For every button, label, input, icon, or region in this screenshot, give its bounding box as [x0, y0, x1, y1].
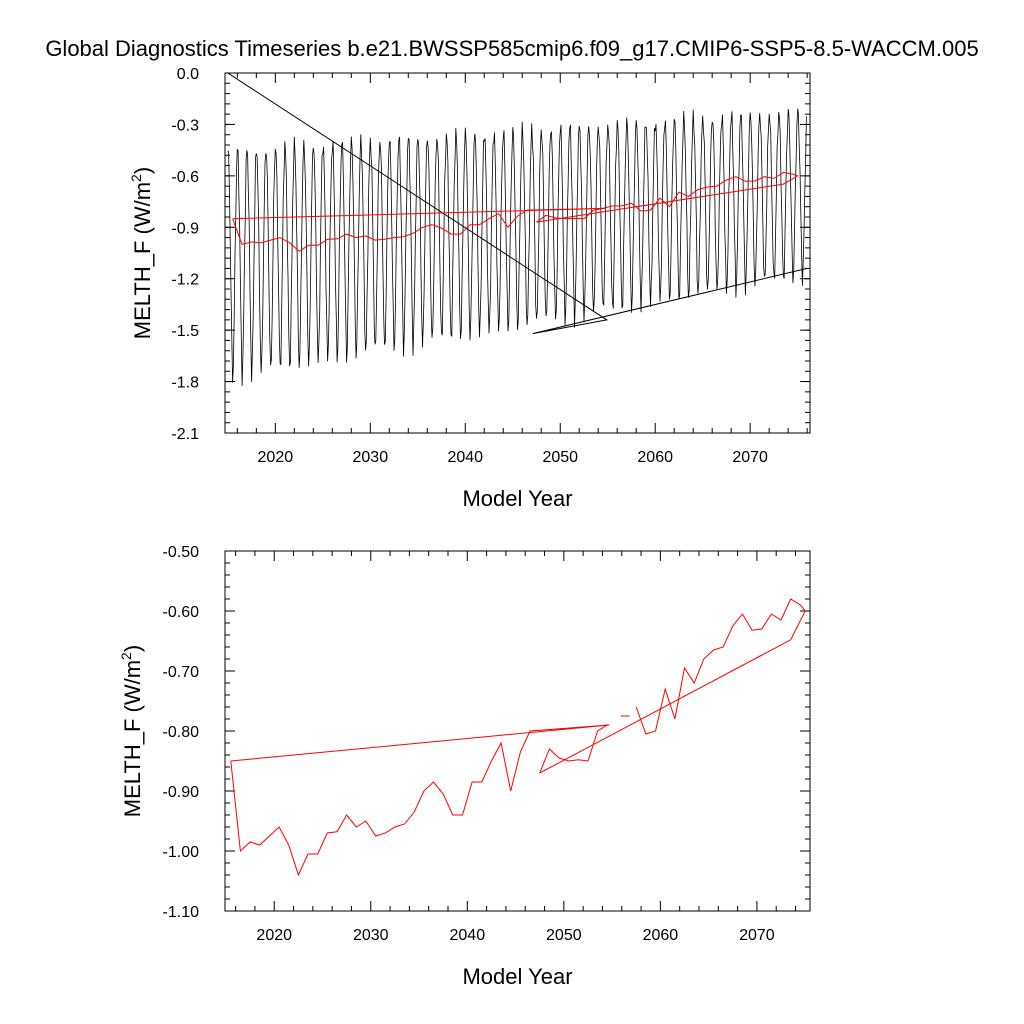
panel-top: 2020 2030 2040 2050 2060 2070 0.0 -0.3 -0.6 -0.9 -… [128, 66, 811, 511]
y-tick-label: -1.10 [163, 904, 200, 921]
x-tick-label: 2070 [739, 927, 775, 944]
x-tick-label: 2050 [546, 927, 582, 944]
series-annual-mean [232, 207, 605, 252]
x-axis-title: Model Year [462, 964, 572, 989]
x-tick-label: 2060 [643, 927, 679, 944]
y-tick-label: -0.60 [163, 604, 200, 621]
x-tick-label: 2030 [353, 927, 389, 944]
series-annual-mean-tail [539, 598, 806, 774]
y-tick-label: 0.0 [177, 66, 199, 83]
y-tick-label: -0.9 [171, 220, 199, 237]
chart-title: Global Diagnostics Timeseries b.e21.BWSS… [45, 36, 979, 61]
x-tick-label: 2040 [447, 449, 483, 466]
x-tick-label: 2020 [258, 449, 294, 466]
x-tick-label: 2040 [450, 927, 486, 944]
y-axis-title-main: MELTH_F (W/m [130, 182, 155, 339]
y-tick-label: -0.3 [171, 117, 199, 134]
y-tick-label: -1.00 [163, 844, 200, 861]
y-tick-label: -0.70 [163, 664, 200, 681]
y-tick-label: -0.90 [163, 784, 200, 801]
y-axis-title: MELTH_F (W/m2) [118, 645, 145, 817]
series-annual-mean [230, 724, 610, 877]
x-tick-label: 2050 [542, 449, 578, 466]
y-tick-label: -0.6 [171, 169, 199, 186]
y-tick-label: -1.5 [171, 323, 199, 340]
x-tick-label: 2020 [256, 927, 292, 944]
series-annual-mean-late [539, 724, 608, 774]
y-axis-title-superscript: 2 [128, 174, 144, 182]
y-axis-title-close: ) [130, 167, 155, 174]
plot-frame [224, 550, 811, 912]
y-axis-title-close: ) [120, 645, 145, 652]
x-tick-label: 2070 [732, 449, 768, 466]
series-annual-mean-late [536, 171, 799, 223]
x-tick-label: 2060 [637, 449, 673, 466]
y-axis-title-main: MELTH_F (W/m [120, 660, 145, 817]
y-tick-label: -0.50 [163, 544, 200, 561]
plot-area [227, 73, 808, 387]
plot-area [230, 598, 806, 877]
y-tick-label: -1.2 [171, 272, 199, 289]
y-axis-title: MELTH_F (W/m2) [128, 167, 155, 339]
series-wrap-segment [227, 73, 808, 335]
y-axis-title-superscript: 2 [118, 652, 134, 660]
x-axis-title: Model Year [462, 486, 572, 511]
panel-bottom: 2020 2030 2040 2050 2060 2070 -0.50 -0.60 -0.70 -… [118, 544, 811, 989]
plot-frame [224, 72, 811, 434]
series-monthly [227, 108, 807, 387]
x-tick-label: 2030 [353, 449, 389, 466]
y-tick-label: -2.1 [171, 426, 199, 443]
y-tick-label: -0.80 [163, 724, 200, 741]
y-tick-label: -1.8 [171, 375, 199, 392]
